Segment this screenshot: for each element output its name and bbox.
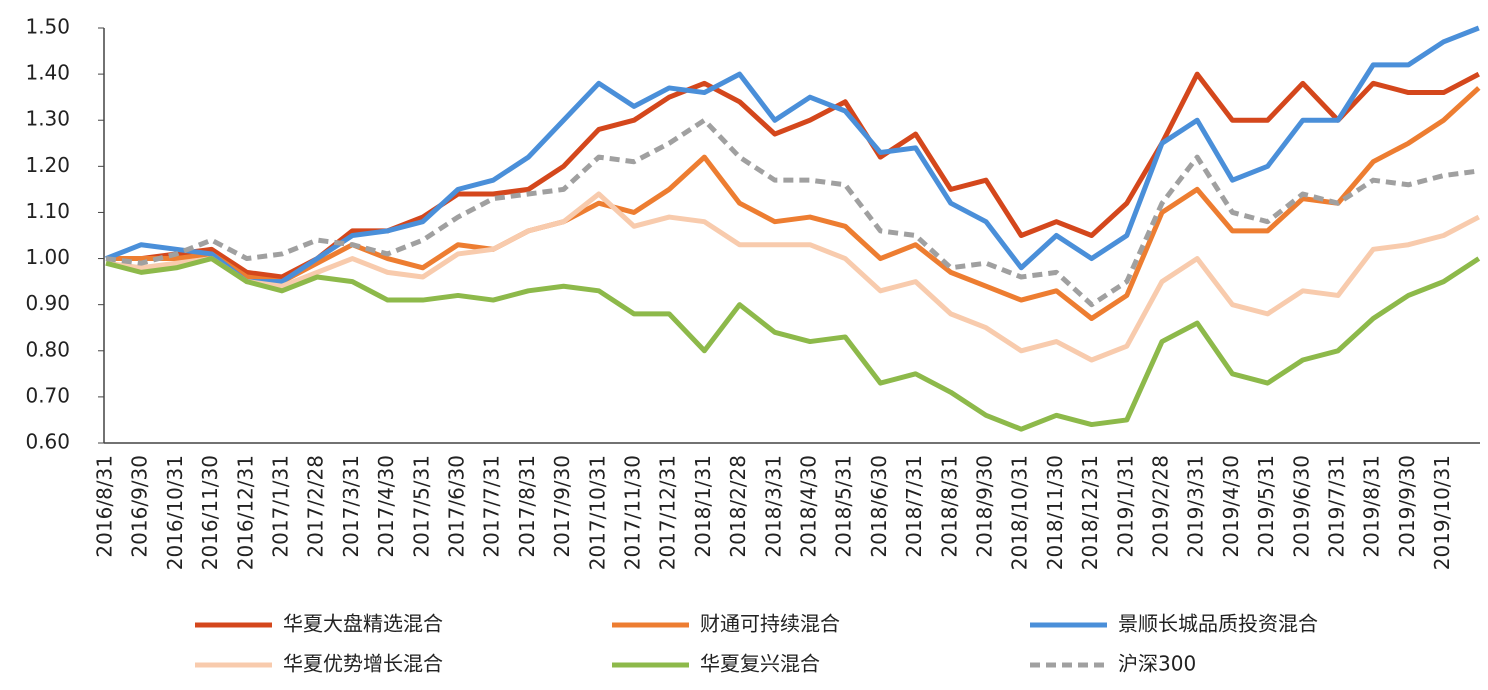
legend-label: 财通可持续混合 — [700, 612, 840, 636]
legend-label: 景顺长城品质投资混合 — [1118, 612, 1318, 636]
x-tick-label: 2017/3/31 — [339, 455, 363, 558]
x-tick-label: 2019/2/28 — [1149, 455, 1173, 558]
x-tick-label: 2019/8/31 — [1360, 455, 1384, 558]
series-line — [105, 256, 1481, 432]
x-tick-label: 2016/12/31 — [233, 455, 257, 570]
y-tick-label: 0.90 — [25, 291, 70, 315]
x-tick-label: 2017/8/31 — [515, 455, 539, 558]
x-tick-label: 2018/12/31 — [1078, 455, 1102, 570]
x-tick-label: 2017/12/31 — [656, 455, 680, 570]
x-tick-label: 2019/5/31 — [1254, 455, 1278, 558]
x-tick-label: 2016/8/31 — [93, 455, 117, 558]
x-tick-label: 2017/9/30 — [550, 455, 574, 558]
x-tick-label: 2018/3/31 — [761, 455, 785, 558]
x-tick-label: 2017/11/30 — [621, 455, 645, 570]
legend-label: 华夏优势增长混合 — [283, 652, 443, 676]
y-tick-label: 1.50 — [25, 15, 70, 39]
legend-label: 华夏复兴混合 — [700, 652, 820, 676]
y-tick-label: 0.70 — [25, 383, 70, 407]
x-tick-label: 2016/11/30 — [198, 455, 222, 570]
x-tick-label: 2018/10/31 — [1008, 455, 1032, 570]
x-tick-label: 2018/2/28 — [726, 455, 750, 558]
x-tick-label: 2017/6/30 — [445, 455, 469, 558]
y-tick-label: 1.10 — [25, 199, 70, 223]
x-tick-label: 2017/7/31 — [480, 455, 504, 558]
x-tick-label: 2016/9/30 — [128, 455, 152, 558]
x-tick-label: 2017/2/28 — [304, 455, 328, 558]
x-tick-label: 2018/11/30 — [1043, 455, 1067, 570]
x-tick-label: 2017/10/31 — [585, 455, 609, 570]
x-tick-label: 2018/5/31 — [832, 455, 856, 558]
x-tick-label: 2018/6/30 — [867, 455, 891, 558]
x-tick-label: 2018/9/30 — [973, 455, 997, 558]
x-tick-label: 2019/10/31 — [1430, 455, 1454, 570]
legend-label: 沪深300 — [1118, 652, 1196, 676]
x-tick-label: 2019/4/30 — [1219, 455, 1243, 558]
legend-label: 华夏大盘精选混合 — [283, 612, 443, 636]
y-tick-label: 1.20 — [25, 153, 70, 177]
x-tick-label: 2019/6/30 — [1289, 455, 1313, 558]
y-tick-label: 1.40 — [25, 61, 70, 85]
series-line — [105, 191, 1480, 363]
x-tick-label: 2017/1/31 — [269, 455, 293, 558]
x-tick-label: 2019/9/30 — [1395, 455, 1419, 558]
x-tick-label: 2017/4/30 — [374, 455, 398, 558]
series-line — [105, 117, 1480, 308]
x-tick-label: 2018/1/31 — [691, 455, 715, 558]
y-tick-label: 0.80 — [25, 337, 70, 361]
series-line — [105, 25, 1480, 285]
y-tick-label: 1.00 — [25, 245, 70, 269]
series-line — [106, 86, 1481, 321]
y-tick-label: 1.30 — [25, 107, 70, 131]
x-tick-label: 2017/5/31 — [409, 455, 433, 558]
x-tick-label: 2018/8/31 — [937, 455, 961, 558]
y-tick-label: 0.60 — [25, 430, 70, 454]
x-tick-label: 2016/10/31 — [163, 455, 187, 570]
x-tick-label: 2019/7/31 — [1325, 455, 1349, 558]
x-tick-label: 2019/1/31 — [1113, 455, 1137, 558]
x-tick-label: 2018/7/31 — [902, 455, 926, 558]
x-tick-label: 2018/4/30 — [797, 455, 821, 558]
x-tick-label: 2019/3/31 — [1184, 455, 1208, 558]
